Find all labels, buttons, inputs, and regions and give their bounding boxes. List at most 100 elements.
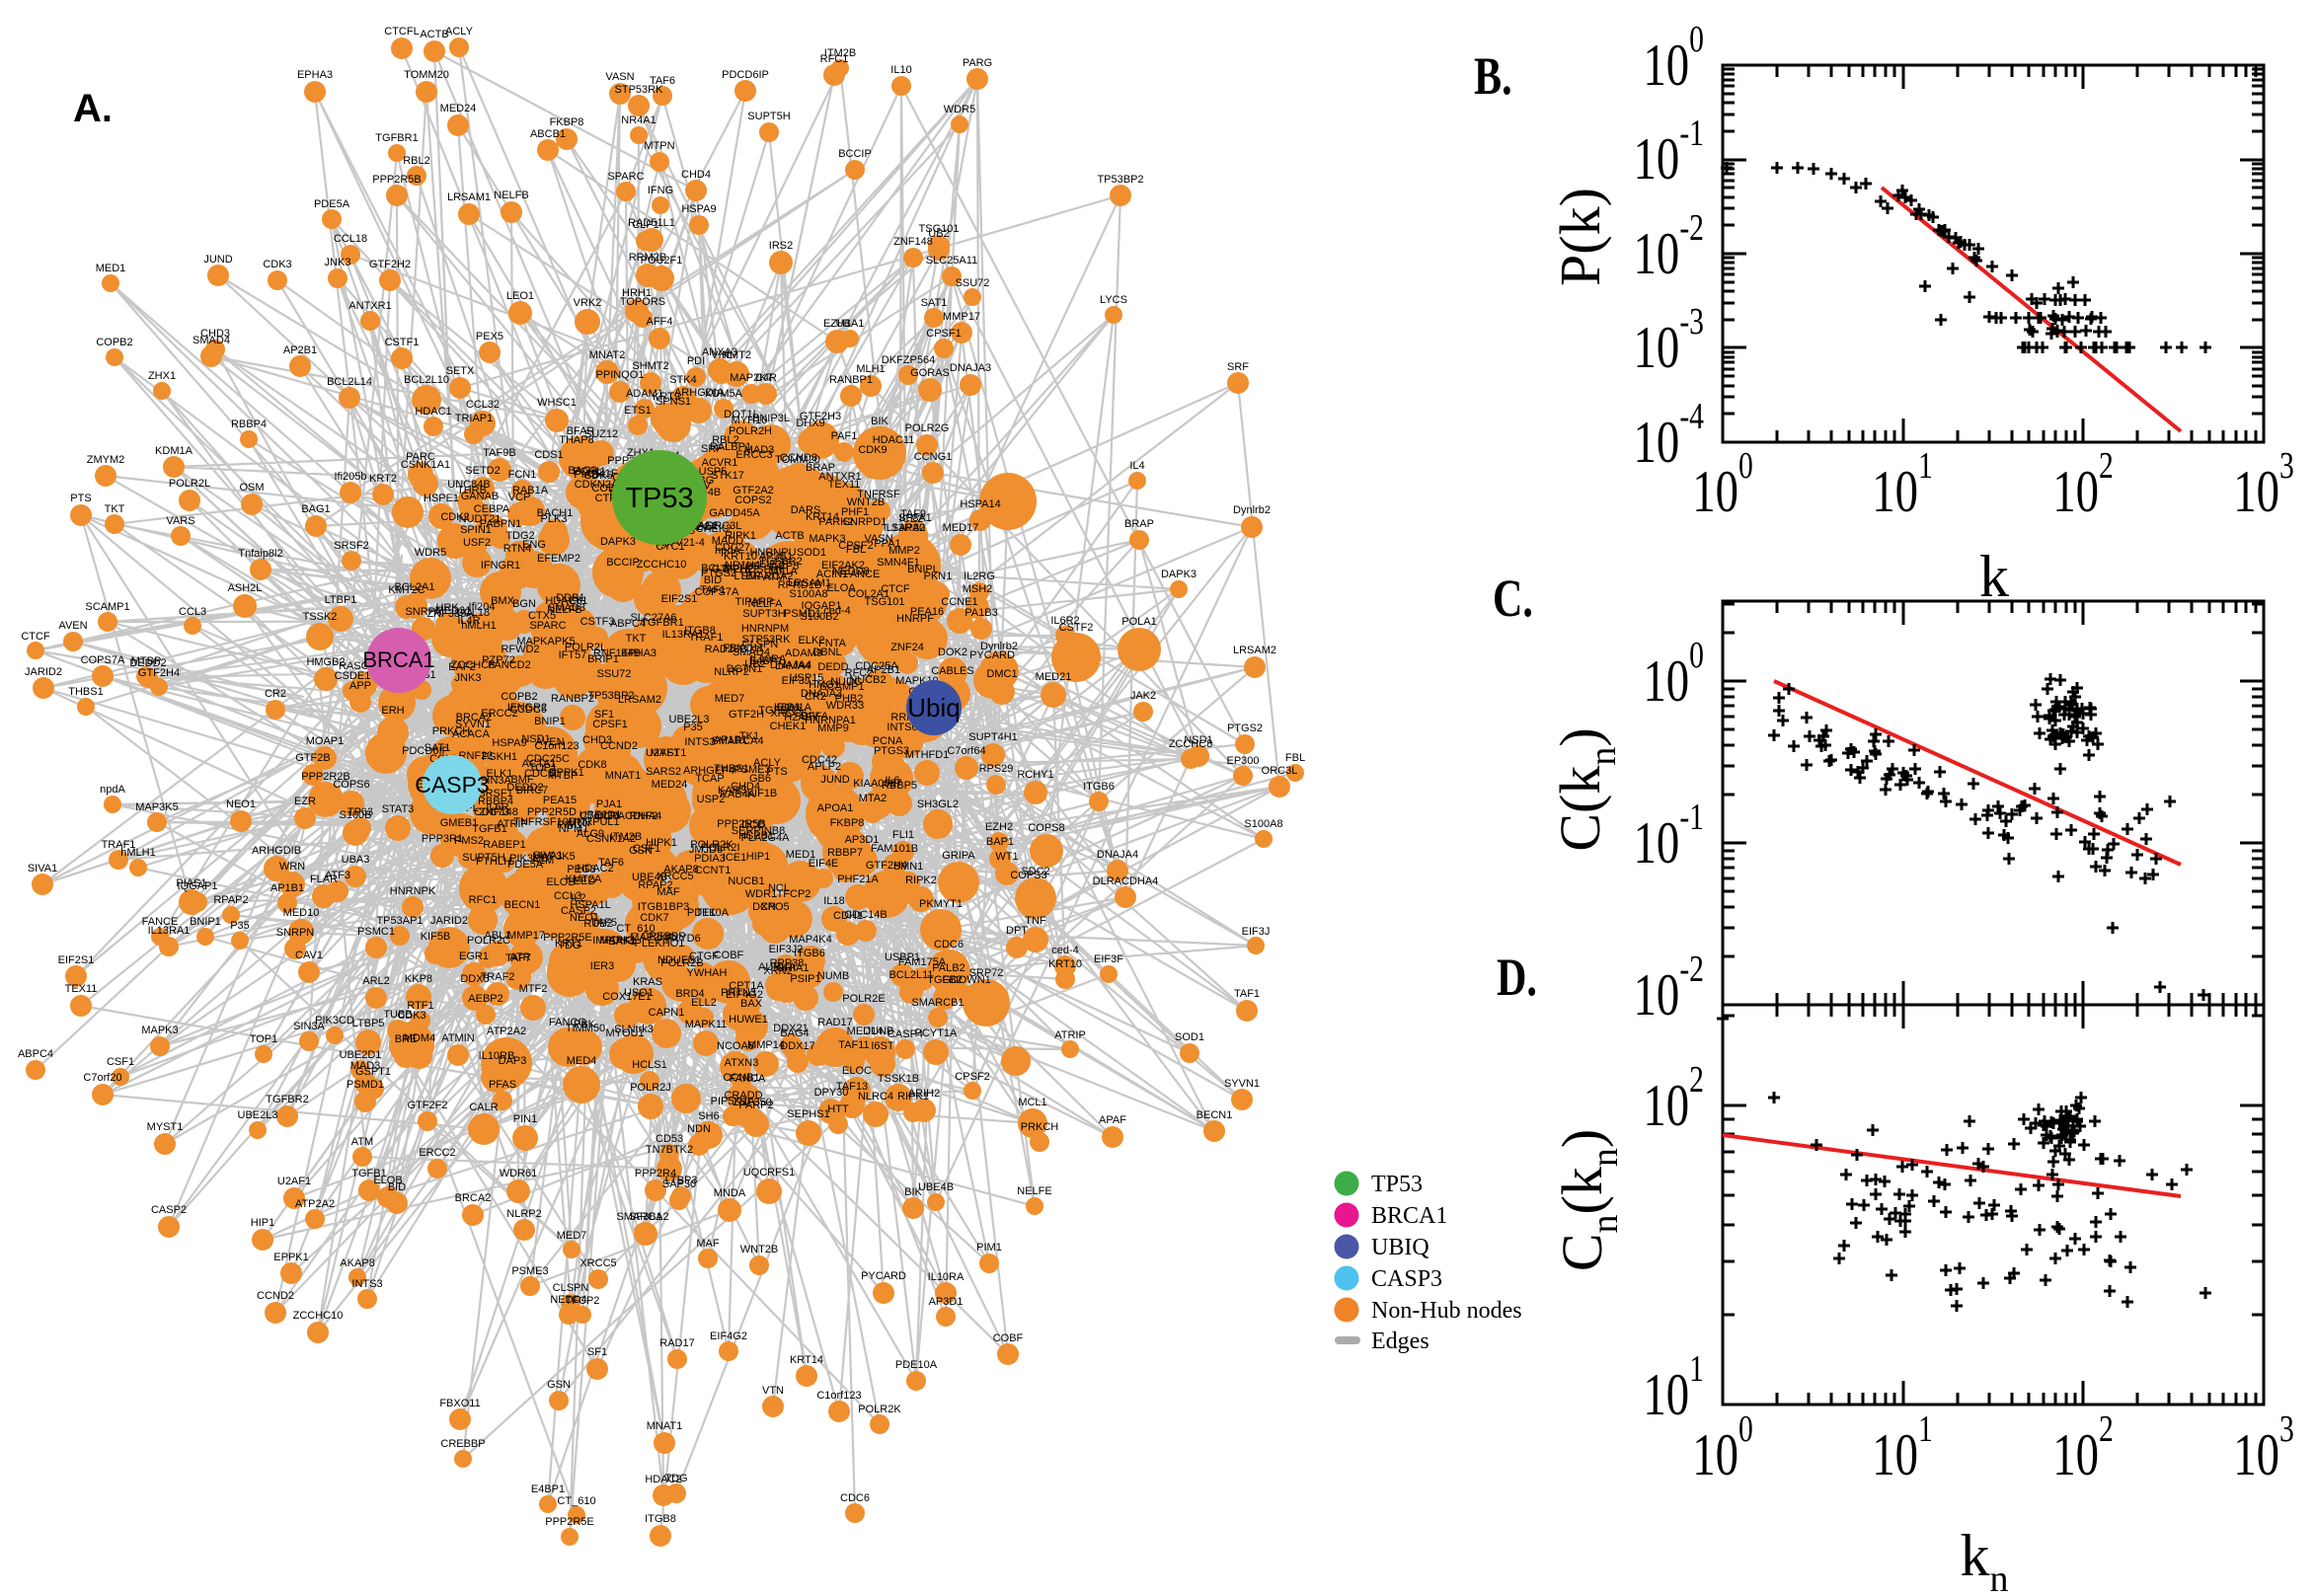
svg-text:UBA1: UBA1 [836, 318, 865, 330]
svg-text:PLK3: PLK3 [541, 513, 568, 525]
svg-text:GB6: GB6 [749, 773, 771, 785]
svg-text:CAV1: CAV1 [295, 950, 323, 961]
svg-text:MAD3: MAD3 [744, 444, 775, 456]
svg-text:PIAS4: PIAS4 [574, 469, 604, 481]
svg-text:CR2: CR2 [265, 688, 286, 700]
svg-text:IL10RB: IL10RB [479, 1050, 515, 1062]
svg-text:IMPDH2: IMPDH2 [592, 935, 634, 947]
svg-text:CREBBP: CREBBP [641, 931, 685, 943]
svg-text:SMN4F1: SMN4F1 [877, 557, 919, 569]
svg-text:PIM1: PIM1 [976, 1242, 1002, 1254]
svg-text:MAF: MAF [696, 1238, 720, 1250]
svg-text:ACP5: ACP5 [771, 561, 800, 572]
svg-text:USP2: USP2 [697, 794, 726, 805]
svg-text:BRCA2: BRCA2 [456, 712, 493, 723]
svg-text:IFNGR2: IFNGR2 [507, 702, 547, 714]
svg-text:POLR2K: POLR2K [858, 1404, 901, 1415]
svg-text:RPS29: RPS29 [979, 763, 1014, 775]
svg-text:FBXO11: FBXO11 [439, 1398, 480, 1409]
svg-text:HSPA9: HSPA9 [492, 737, 526, 749]
svg-text:ACTA1: ACTA1 [522, 758, 557, 770]
svg-text:IL13RA2: IL13RA2 [884, 522, 926, 534]
svg-text:CCNT1: CCNT1 [695, 865, 732, 876]
svg-text:CALR: CALR [469, 1102, 498, 1113]
svg-text:RNF22: RNF22 [459, 750, 494, 762]
svg-text:NUDC: NUDC [830, 676, 862, 688]
svg-text:ALG9: ALG9 [577, 828, 604, 840]
svg-text:SRF: SRF [1227, 361, 1249, 373]
svg-text:ITGB6: ITGB6 [1083, 781, 1115, 793]
svg-text:SYVN1: SYVN1 [1224, 1078, 1260, 1090]
svg-text:PCNA: PCNA [873, 735, 903, 747]
svg-text:IQGAP1: IQGAP1 [178, 880, 218, 892]
svg-text:BIK: BIK [871, 416, 888, 427]
svg-text:S100A8: S100A8 [789, 588, 827, 600]
svg-text:CCL3: CCL3 [179, 606, 206, 618]
svg-text:DLRACDHA4: DLRACDHA4 [1093, 875, 1159, 887]
svg-text:DDX17: DDX17 [780, 1040, 814, 1052]
svg-text:CASP2: CASP2 [151, 1204, 187, 1216]
svg-text:PPP2R5B: PPP2R5B [717, 818, 766, 830]
svg-text:PEA16: PEA16 [910, 606, 944, 618]
svg-text:TUBB: TUBB [383, 1009, 412, 1021]
svg-text:PDCD6IP: PDCD6IP [402, 745, 449, 757]
svg-text:EAF1: EAF1 [608, 936, 636, 948]
svg-text:FAM175A: FAM175A [898, 956, 947, 968]
svg-text:EZH1: EZH1 [823, 318, 851, 330]
svg-text:VTN: VTN [569, 817, 590, 829]
svg-text:NSD1: NSD1 [1184, 734, 1212, 746]
svg-text:SSU72: SSU72 [956, 277, 990, 289]
svg-text:DNAJA3: DNAJA3 [801, 688, 842, 700]
svg-text:SUPT5H: SUPT5H [747, 111, 790, 122]
svg-text:FANCE: FANCE [844, 569, 881, 580]
svg-text:NMT2: NMT2 [722, 349, 751, 361]
svg-text:APLP2: APLP2 [808, 761, 841, 773]
svg-text:TAF13: TAF13 [836, 1081, 868, 1093]
svg-text:CPSF2: CPSF2 [838, 540, 873, 552]
svg-text:DAP3: DAP3 [499, 1055, 527, 1067]
svg-text:PFAS: PFAS [489, 1079, 516, 1091]
svg-text:KIAA0087: KIAA0087 [853, 778, 902, 790]
svg-text:PMS2: PMS2 [454, 835, 484, 847]
svg-text:UB2: UB2 [744, 658, 765, 670]
svg-text:MTF2: MTF2 [519, 983, 548, 995]
svg-text:INTS3: INTS3 [351, 1278, 382, 1290]
svg-text:Tnfaip8l2: Tnfaip8l2 [238, 548, 282, 560]
svg-text:PSKH1: PSKH1 [482, 751, 517, 763]
svg-text:CCND2: CCND2 [600, 740, 638, 752]
svg-text:SOD1: SOD1 [1175, 1031, 1204, 1043]
svg-text:RANBP2: RANBP2 [551, 693, 594, 705]
svg-text:SMARCA2: SMARCA2 [616, 1211, 668, 1223]
svg-text:MYOU1: MYOU1 [605, 1027, 644, 1039]
svg-text:PYCARD: PYCARD [861, 1270, 906, 1282]
svg-text:B.: B. [1474, 47, 1512, 106]
svg-text:KDM5A: KDM5A [705, 388, 743, 400]
svg-text:BCCIP: BCCIP [606, 557, 640, 569]
svg-text:PEA15: PEA15 [543, 795, 577, 806]
svg-text:VARS: VARS [166, 515, 194, 527]
svg-text:PSMC1: PSMC1 [357, 926, 395, 938]
svg-text:PDIA3: PDIA3 [694, 853, 726, 865]
svg-text:EIF3F: EIF3F [1094, 953, 1123, 965]
svg-text:APP: APP [349, 680, 371, 692]
svg-text:DOK2: DOK2 [938, 646, 967, 658]
svg-text:PPP2R5B: PPP2R5B [372, 174, 422, 186]
svg-text:TP53BP2: TP53BP2 [1097, 174, 1143, 186]
svg-text:ACIN1: ACIN1 [816, 569, 848, 580]
svg-text:SMAD4: SMAD4 [733, 646, 770, 658]
svg-text:SNRPN: SNRPN [276, 927, 315, 939]
svg-text:AP1B1: AP1B1 [270, 882, 304, 894]
svg-text:JARID2: JARID2 [25, 666, 62, 678]
svg-text:KKP8: KKP8 [405, 973, 432, 985]
svg-text:TNFRSF: TNFRSF [857, 489, 900, 500]
svg-text:SERPINB8: SERPINB8 [732, 825, 785, 837]
svg-text:HIPK1: HIPK1 [646, 837, 677, 849]
svg-text:HSPA9: HSPA9 [681, 203, 716, 215]
svg-text:ERH: ERH [381, 705, 404, 717]
svg-text:RNF2: RNF2 [630, 810, 658, 822]
svg-text:MED7: MED7 [715, 693, 745, 705]
svg-text:THRB: THRB [457, 485, 487, 496]
svg-text:ZNF24: ZNF24 [890, 642, 924, 653]
svg-text:CDC14B: CDC14B [844, 909, 887, 921]
svg-text:TNFRSF10D: TNFRSF10D [513, 816, 577, 828]
